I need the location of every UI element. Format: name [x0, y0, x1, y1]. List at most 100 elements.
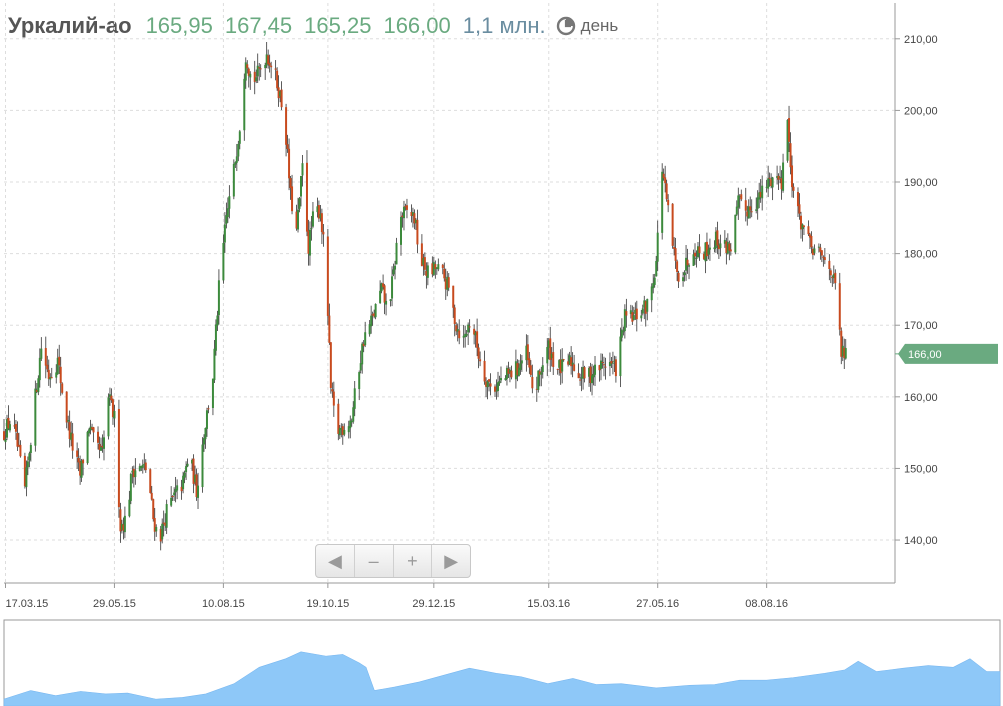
candle-body	[228, 196, 231, 209]
candle-body	[35, 390, 38, 392]
candle-body	[111, 399, 114, 418]
candle-body	[340, 427, 343, 430]
candle-body	[399, 216, 402, 245]
candle-body	[749, 206, 752, 211]
candle-body	[128, 499, 131, 517]
candle-body	[750, 211, 753, 213]
candle-body	[152, 499, 155, 520]
zoom-out-button[interactable]: –	[355, 545, 394, 577]
candle-body	[234, 162, 237, 165]
candle-body	[546, 347, 549, 364]
candle-body	[134, 470, 137, 478]
candle-body	[170, 497, 173, 506]
candle-body	[494, 386, 497, 392]
candle-body	[622, 331, 625, 333]
candle-body	[623, 309, 626, 332]
candle-body	[525, 345, 528, 361]
candle-body	[414, 219, 417, 224]
candle-body	[664, 177, 667, 184]
candle-body	[682, 277, 685, 282]
candle-body	[662, 173, 665, 179]
candle-body	[97, 431, 100, 443]
candle-body	[640, 315, 643, 319]
candle-body	[788, 118, 791, 142]
candle-body	[759, 191, 762, 198]
candle-body	[300, 176, 302, 197]
period-selector[interactable]: день	[556, 16, 618, 36]
candle-body	[113, 411, 116, 419]
candle-body	[77, 458, 80, 463]
candle-body	[155, 526, 158, 532]
candle-body	[226, 208, 229, 217]
candle-body	[358, 372, 361, 390]
x-tick-label: 19.10.15	[306, 598, 349, 610]
candle-body	[488, 379, 491, 382]
candle-body	[352, 407, 355, 422]
candle-body	[34, 388, 37, 446]
x-tick-label: 10.08.15	[202, 598, 245, 610]
candle-body	[729, 249, 732, 252]
candle-body	[801, 224, 804, 230]
x-tick-label: 08.08.16	[745, 598, 788, 610]
candle-body	[535, 388, 538, 390]
y-tick-label: 200,00	[904, 105, 938, 117]
candle-body	[464, 333, 467, 337]
candle-body	[761, 185, 764, 199]
candle-body	[150, 492, 153, 500]
candle-body	[465, 333, 468, 336]
candle-body	[329, 342, 332, 388]
candle-body	[79, 461, 82, 476]
candle-body	[798, 204, 801, 214]
candle-body	[217, 280, 220, 316]
scroll-left-button[interactable]: ◀	[316, 545, 355, 577]
candle-body	[411, 212, 414, 216]
candle-body	[767, 178, 770, 189]
candle-body	[834, 272, 837, 284]
candle-body	[238, 131, 241, 144]
candle-body	[180, 486, 183, 492]
candle-body	[643, 300, 646, 308]
candle-body	[249, 73, 252, 78]
candle-body	[813, 248, 816, 253]
candle-body	[361, 343, 364, 365]
candle-body	[338, 428, 341, 436]
candle-body	[667, 199, 670, 206]
candle-body	[392, 269, 395, 275]
scroll-right-button[interactable]: ▶	[444, 550, 459, 571]
candle-body	[108, 394, 111, 397]
candle-body	[317, 205, 320, 219]
candle-body	[80, 460, 83, 478]
candle-body	[247, 68, 250, 76]
candle-body	[255, 77, 258, 81]
candle-body	[695, 257, 698, 259]
candle-body	[713, 247, 716, 250]
zoom-in-button[interactable]: +	[394, 545, 433, 577]
candle-body	[225, 215, 228, 224]
candle-body	[253, 71, 256, 82]
candle-body	[802, 225, 805, 228]
candle-body	[582, 367, 585, 379]
candle-body	[143, 463, 146, 465]
candle-body	[71, 433, 74, 451]
candle-body	[101, 445, 104, 448]
candle-body	[483, 360, 486, 382]
candle-body	[244, 62, 247, 81]
candle-body	[677, 272, 680, 282]
candle-body	[688, 265, 691, 267]
candle-body	[671, 203, 674, 246]
candle-body	[614, 359, 617, 377]
candle-body	[634, 309, 637, 314]
candle-body	[47, 369, 50, 379]
candle-body	[547, 340, 550, 348]
candle-body	[270, 65, 273, 68]
candle-body	[468, 326, 471, 328]
candle-body	[319, 213, 322, 219]
candle-body	[705, 241, 708, 257]
candle-body	[132, 468, 135, 478]
candle-body	[822, 256, 825, 258]
candle-body	[122, 524, 125, 531]
y-tick-label: 140,00	[904, 535, 938, 547]
candle-body	[841, 345, 844, 357]
candle-body	[443, 268, 446, 279]
candle-body	[308, 229, 311, 256]
